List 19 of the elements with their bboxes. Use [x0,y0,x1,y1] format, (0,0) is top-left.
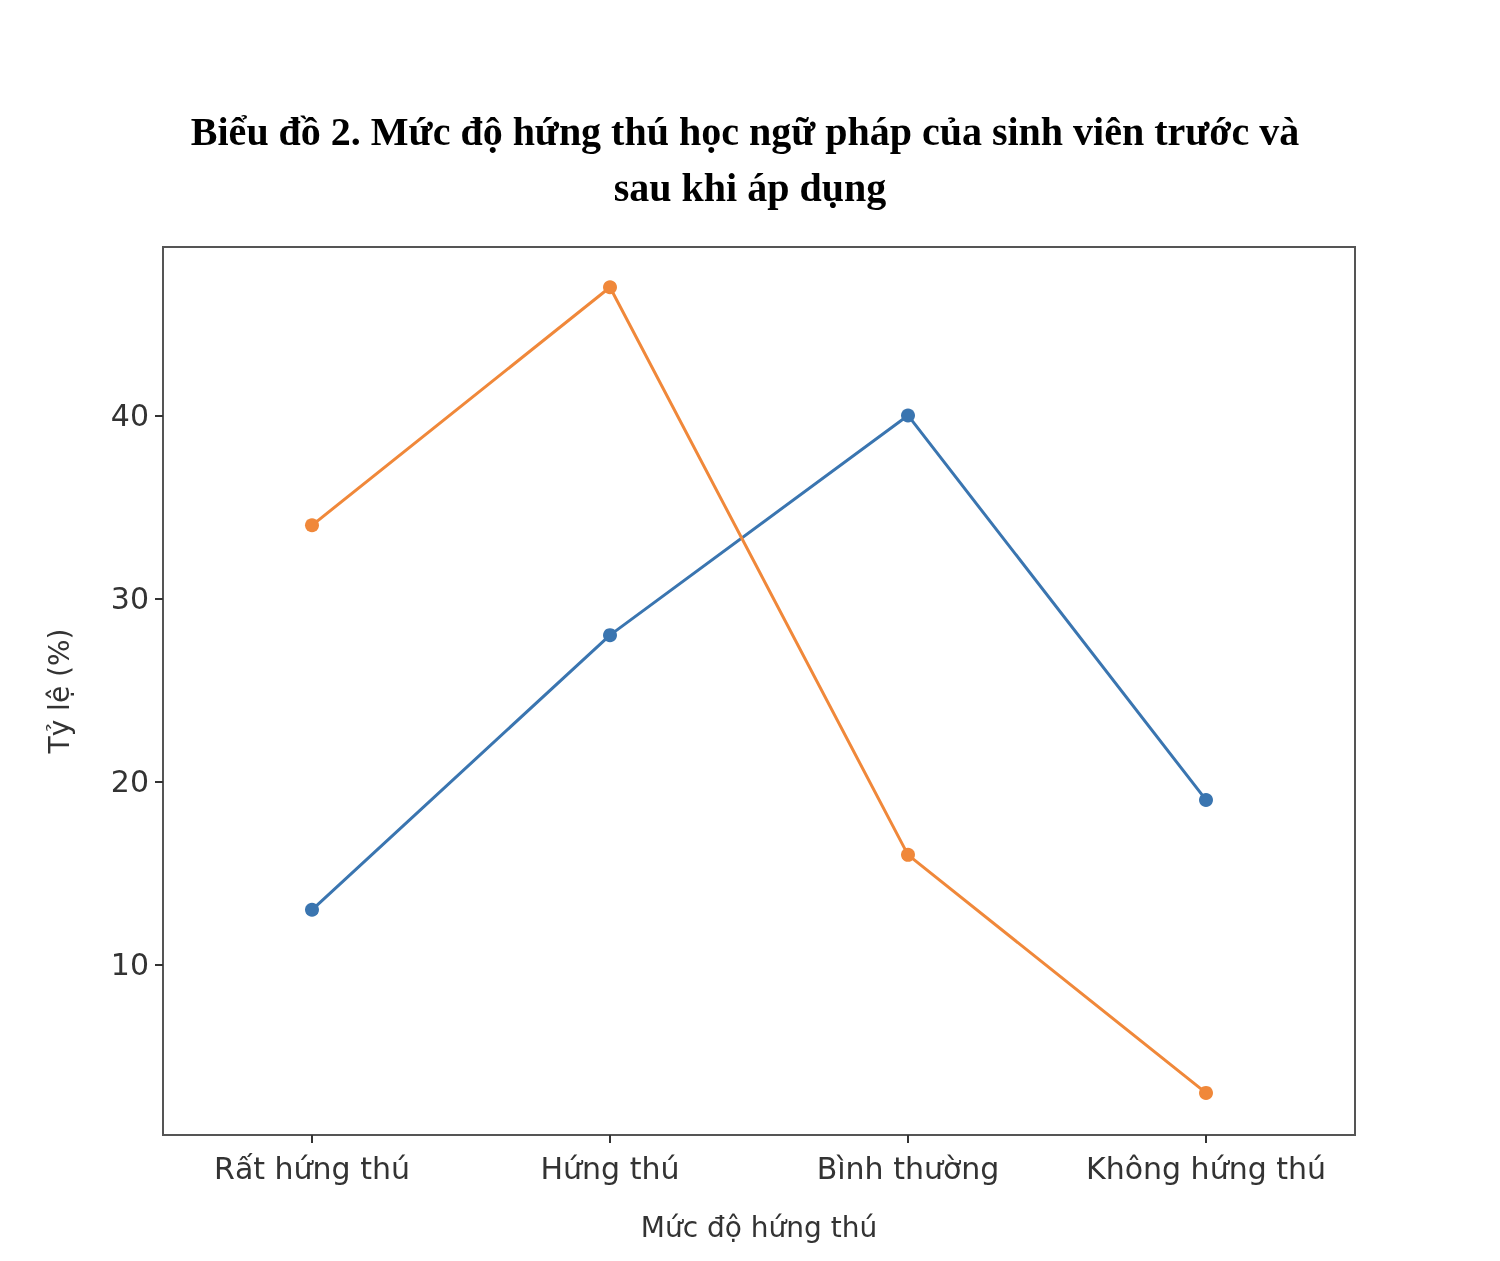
y-axis-title: Tỷ lệ (%) [42,628,76,755]
point [305,518,319,533]
point [603,280,617,295]
point [603,628,617,643]
x-tick-label: Hứng thú [540,1150,680,1186]
point [901,847,915,862]
point [901,408,915,423]
chart-title: Biểu đồ 2. Mức độ hứng thú học ngữ pháp của sinh viên trước và sau khi áp dụng [190,108,1310,210]
y-tick-label: 20 [110,764,149,800]
point [1199,792,1213,807]
y-tick-label: 40 [110,397,149,433]
y-tick-label: 10 [110,947,149,983]
x-axis-title: Mức độ hứng thú [640,1210,878,1244]
point [305,902,319,917]
x-tick-label: Rất hứng thú [214,1150,410,1186]
point [1199,1085,1213,1100]
y-tick-label: 30 [110,581,149,617]
x-tick-label: Không hứng thú [1085,1150,1327,1186]
x-tick-label: Bình thường [816,1150,1000,1186]
